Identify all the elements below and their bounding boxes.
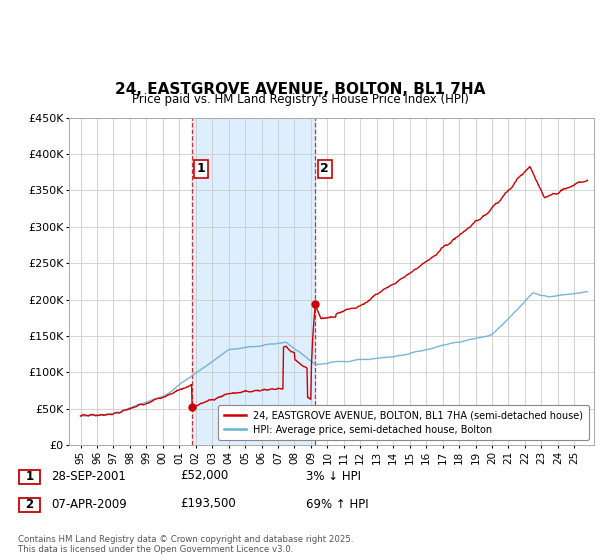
FancyBboxPatch shape [19, 497, 40, 512]
Text: 3% ↓ HPI: 3% ↓ HPI [306, 469, 361, 483]
Text: Price paid vs. HM Land Registry's House Price Index (HPI): Price paid vs. HM Land Registry's House … [131, 94, 469, 106]
Legend: 24, EASTGROVE AVENUE, BOLTON, BL1 7HA (semi-detached house), HPI: Average price,: 24, EASTGROVE AVENUE, BOLTON, BL1 7HA (s… [218, 405, 589, 440]
Text: 28-SEP-2001: 28-SEP-2001 [51, 469, 126, 483]
Text: £52,000: £52,000 [180, 469, 228, 483]
Text: 24, EASTGROVE AVENUE, BOLTON, BL1 7HA: 24, EASTGROVE AVENUE, BOLTON, BL1 7HA [115, 82, 485, 97]
Text: 1: 1 [25, 470, 34, 483]
Text: 2: 2 [25, 498, 34, 511]
FancyBboxPatch shape [19, 469, 40, 484]
Text: 69% ↑ HPI: 69% ↑ HPI [306, 497, 368, 511]
Text: 07-APR-2009: 07-APR-2009 [51, 497, 127, 511]
Text: 1: 1 [197, 162, 205, 175]
Text: £193,500: £193,500 [180, 497, 236, 511]
Text: 2: 2 [320, 162, 329, 175]
Text: Contains HM Land Registry data © Crown copyright and database right 2025.
This d: Contains HM Land Registry data © Crown c… [18, 535, 353, 554]
